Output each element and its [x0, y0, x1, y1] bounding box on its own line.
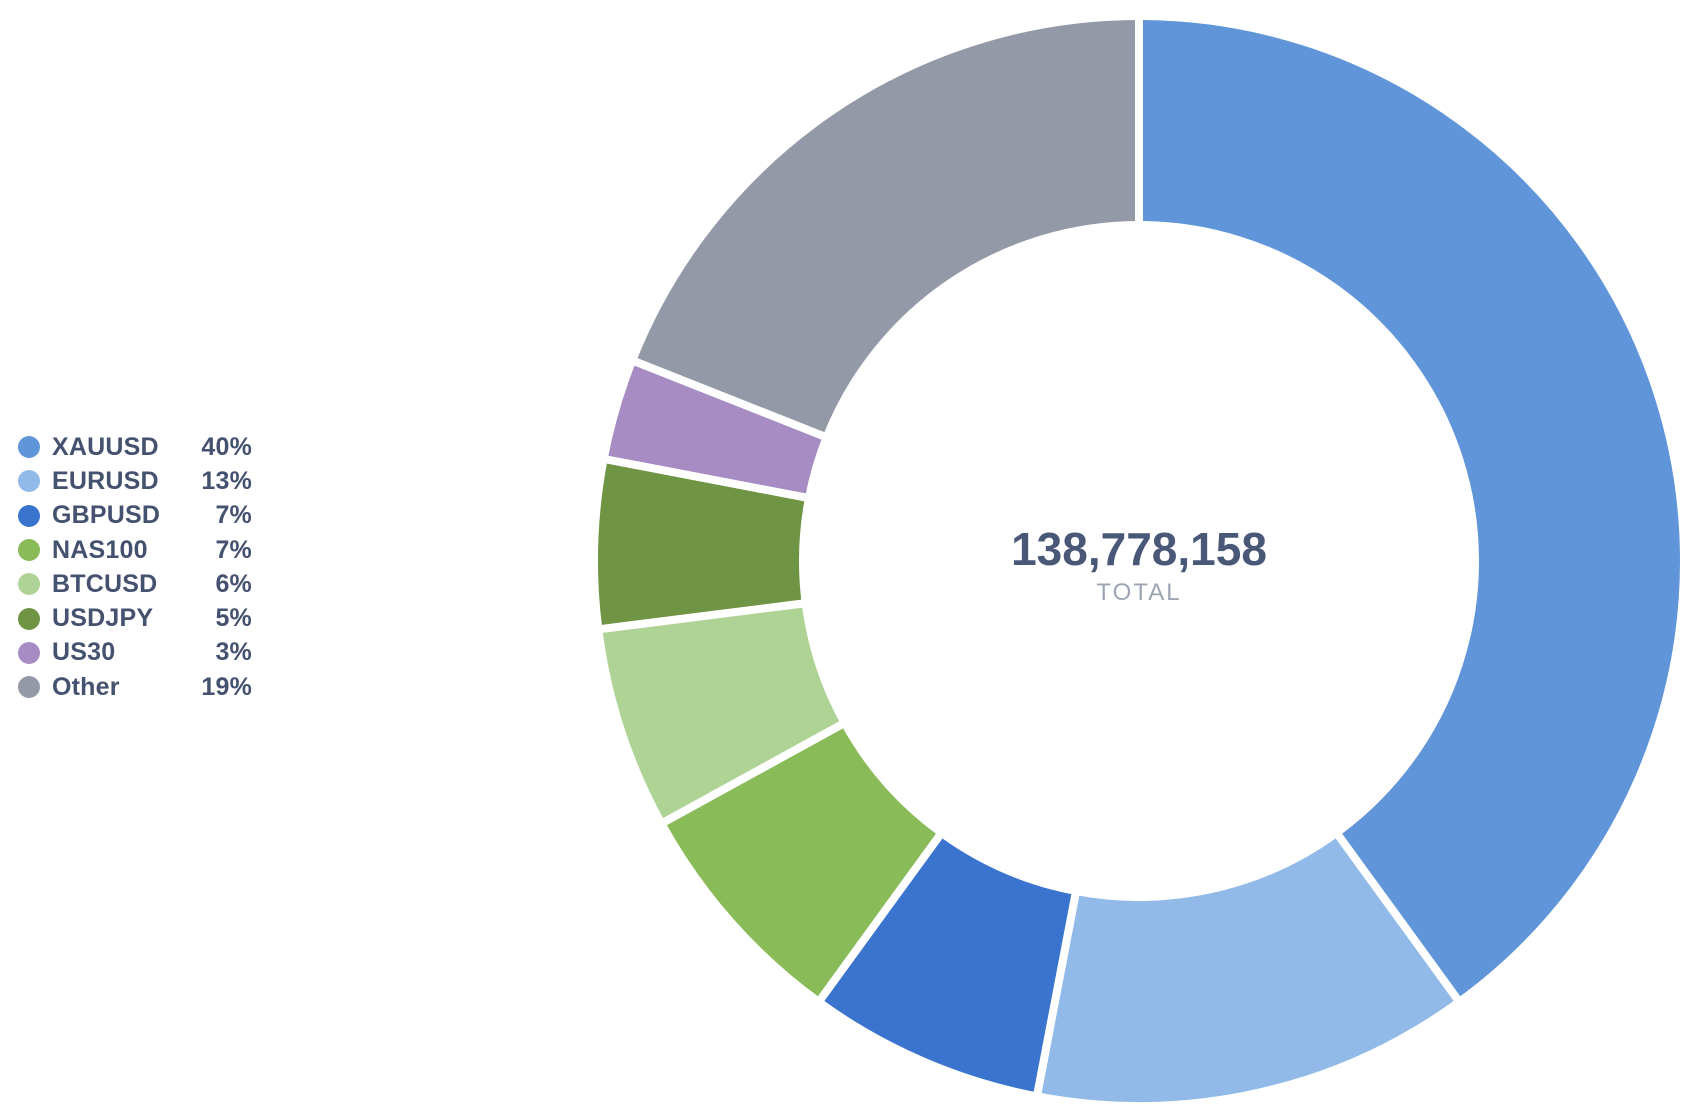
legend-label: EURUSD	[52, 466, 159, 495]
legend-label: USDJPY	[52, 604, 154, 633]
legend-item-other: Other 19%	[18, 670, 252, 704]
legend-percent: 7%	[215, 535, 252, 564]
legend-label: GBPUSD	[52, 501, 161, 530]
legend-color-dot	[18, 641, 40, 664]
legend-percent: 6%	[215, 569, 252, 598]
legend-percent: 19%	[201, 672, 252, 701]
legend-percent: 7%	[215, 501, 252, 530]
legend-percent: 13%	[201, 466, 252, 495]
legend-color-dot	[18, 470, 40, 493]
legend-color-dot	[18, 504, 40, 527]
legend-label: BTCUSD	[52, 569, 158, 598]
legend-item-us30: US30 3%	[18, 636, 252, 670]
legend-percent: 3%	[215, 638, 252, 667]
legend-item-btcusd: BTCUSD 6%	[18, 567, 252, 601]
legend-item-xauusd: XAUUSD 40%	[18, 430, 252, 464]
donut-slice-eurusd[interactable]	[1032, 827, 1465, 1110]
legend-color-dot	[18, 539, 40, 562]
legend-item-nas100: NAS100 7%	[18, 533, 252, 567]
legend-label: XAUUSD	[52, 432, 159, 461]
legend-color-dot	[18, 607, 40, 630]
legend-label: NAS100	[52, 535, 148, 564]
donut-slice-xauusd[interactable]	[1135, 11, 1688, 1008]
legend-color-dot	[18, 573, 40, 596]
legend-percent: 40%	[201, 432, 252, 461]
legend-item-gbpusd: GBPUSD 7%	[18, 499, 252, 533]
legend-item-eurusd: EURUSD 13%	[18, 464, 252, 498]
legend-color-dot	[18, 436, 40, 459]
legend-color-dot	[18, 676, 40, 699]
legend-label: US30	[52, 638, 116, 667]
legend-label: Other	[52, 672, 120, 701]
chart-legend: XAUUSD 40% EURUSD 13% GBPUSD 7% NAS100 7% BTCUSD…	[18, 430, 252, 704]
legend-item-usdjpy: USDJPY 5%	[18, 601, 252, 635]
donut-slice-other[interactable]	[627, 11, 1143, 443]
legend-percent: 5%	[215, 604, 252, 633]
